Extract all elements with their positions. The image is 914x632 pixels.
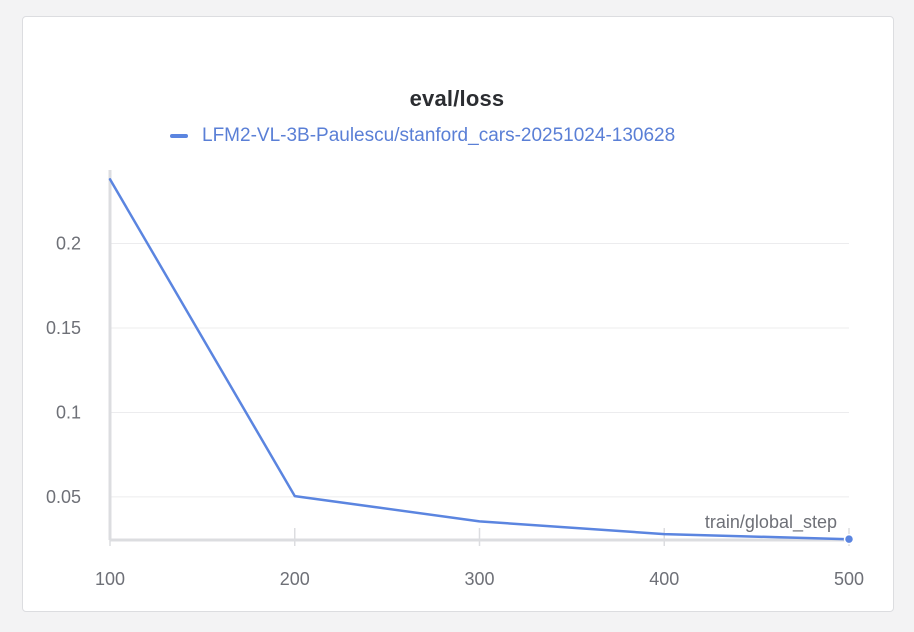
y-tick-label: 0.15 [46, 318, 81, 338]
y-tick-label: 0.05 [46, 487, 81, 507]
y-tick-label: 0.1 [56, 402, 81, 422]
axes [108, 170, 850, 546]
series [108, 178, 855, 545]
chart-panel [22, 16, 894, 612]
legend-series-label: LFM2-VL-3B-Paulescu/stanford_cars-202510… [202, 125, 676, 146]
series-end-marker [843, 533, 855, 545]
legend[interactable]: LFM2-VL-3B-Paulescu/stanford_cars-202510… [170, 125, 675, 147]
x-tick-label: 500 [834, 569, 864, 589]
x-tick-label: 200 [280, 569, 310, 589]
legend-swatch [170, 134, 188, 138]
x-axis-title: train/global_step [705, 512, 837, 533]
x-tick-label: 400 [649, 569, 679, 589]
tick-labels: 0.05 0.1 0.15 0.2 100 200 300 400 500 [46, 233, 864, 589]
series-line [108, 178, 851, 541]
y-tick-label: 0.2 [56, 233, 81, 253]
x-tick-label: 300 [464, 569, 494, 589]
x-tick-label: 100 [95, 569, 125, 589]
chart-title: eval/loss [409, 86, 505, 111]
grid [110, 242, 849, 498]
